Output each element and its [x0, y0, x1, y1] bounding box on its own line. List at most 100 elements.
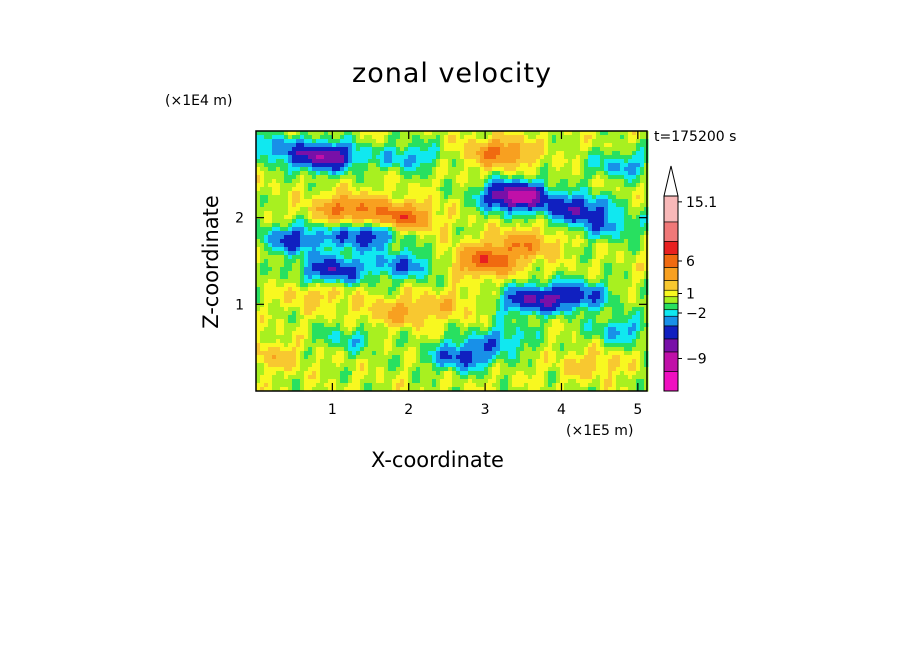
- field-cell: [516, 219, 521, 224]
- field-cell: [456, 223, 461, 228]
- field-cell: [312, 243, 317, 248]
- field-cell: [312, 319, 317, 324]
- field-cell: [348, 151, 353, 156]
- field-cell: [376, 247, 381, 252]
- field-cell: [384, 263, 389, 268]
- field-cell: [388, 239, 393, 244]
- field-cell: [624, 271, 629, 276]
- field-cell: [420, 315, 425, 320]
- field-cell: [256, 275, 261, 280]
- field-cell: [612, 219, 617, 224]
- field-cell: [536, 239, 541, 244]
- field-cell: [324, 219, 329, 224]
- field-cell: [492, 211, 497, 216]
- field-cell: [564, 151, 569, 156]
- field-cell: [428, 287, 433, 292]
- field-cell: [260, 151, 265, 156]
- field-cell: [276, 223, 281, 228]
- field-cell: [512, 255, 517, 260]
- field-cell: [596, 139, 601, 144]
- field-cell: [624, 303, 629, 308]
- field-cell: [544, 255, 549, 260]
- field-cell: [356, 139, 361, 144]
- field-cell: [368, 319, 373, 324]
- field-cell: [428, 307, 433, 312]
- field-cell: [264, 259, 269, 264]
- field-cell: [580, 323, 585, 328]
- field-cell: [336, 299, 341, 304]
- field-cell: [624, 183, 629, 188]
- field-cell: [432, 279, 437, 284]
- field-cell: [280, 147, 285, 152]
- field-cell: [408, 295, 413, 300]
- field-cell: [544, 203, 549, 208]
- field-cell: [416, 175, 421, 180]
- field-cell: [636, 191, 641, 196]
- field-cell: [560, 211, 565, 216]
- field-cell: [604, 319, 609, 324]
- field-cell: [448, 139, 453, 144]
- field-cell: [404, 163, 409, 168]
- field-cell: [256, 291, 261, 296]
- field-cell: [304, 155, 309, 160]
- field-cell: [364, 259, 369, 264]
- field-cell: [512, 151, 517, 156]
- field-cell: [548, 291, 553, 296]
- field-cell: [588, 231, 593, 236]
- field-cell: [548, 235, 553, 240]
- field-cell: [464, 323, 469, 328]
- field-cell: [512, 139, 517, 144]
- field-cell: [588, 215, 593, 220]
- field-cell: [352, 163, 357, 168]
- field-cell: [300, 267, 305, 272]
- field-cell: [432, 167, 437, 172]
- field-cell: [400, 199, 405, 204]
- field-cell: [524, 227, 529, 232]
- field-cell: [608, 315, 613, 320]
- field-cell: [332, 135, 337, 140]
- field-cell: [516, 171, 521, 176]
- field-cell: [488, 183, 493, 188]
- field-cell: [432, 131, 437, 136]
- field-cell: [436, 143, 441, 148]
- field-cell: [540, 255, 545, 260]
- field-cell: [508, 167, 513, 172]
- field-cell: [468, 247, 473, 252]
- field-cell: [344, 259, 349, 264]
- field-cell: [272, 203, 277, 208]
- field-cell: [352, 311, 357, 316]
- field-cell: [556, 199, 561, 204]
- field-cell: [460, 279, 465, 284]
- field-cell: [548, 219, 553, 224]
- field-cell: [260, 279, 265, 284]
- field-cell: [572, 183, 577, 188]
- field-cell: [284, 191, 289, 196]
- field-cell: [372, 147, 377, 152]
- field-cell: [572, 195, 577, 200]
- field-cell: [640, 299, 645, 304]
- field-cell: [572, 187, 577, 192]
- field-cell: [504, 315, 509, 320]
- field-cell: [260, 223, 265, 228]
- field-cell: [616, 223, 621, 228]
- field-cell: [596, 131, 601, 136]
- field-cell: [464, 315, 469, 320]
- field-cell: [388, 243, 393, 248]
- field-cell: [504, 227, 509, 232]
- field-cell: [368, 331, 373, 336]
- field-cell: [540, 167, 545, 172]
- field-cell: [480, 223, 485, 228]
- field-cell: [452, 163, 457, 168]
- field-cell: [296, 307, 301, 312]
- field-cell: [396, 147, 401, 152]
- field-cell: [604, 155, 609, 160]
- field-cell: [380, 143, 385, 148]
- field-cell: [428, 247, 433, 252]
- field-cell: [384, 239, 389, 244]
- field-cell: [628, 227, 633, 232]
- field-cell: [300, 231, 305, 236]
- field-cell: [368, 143, 373, 148]
- field-cell: [432, 147, 437, 152]
- field-cell: [272, 187, 277, 192]
- field-cell: [364, 327, 369, 332]
